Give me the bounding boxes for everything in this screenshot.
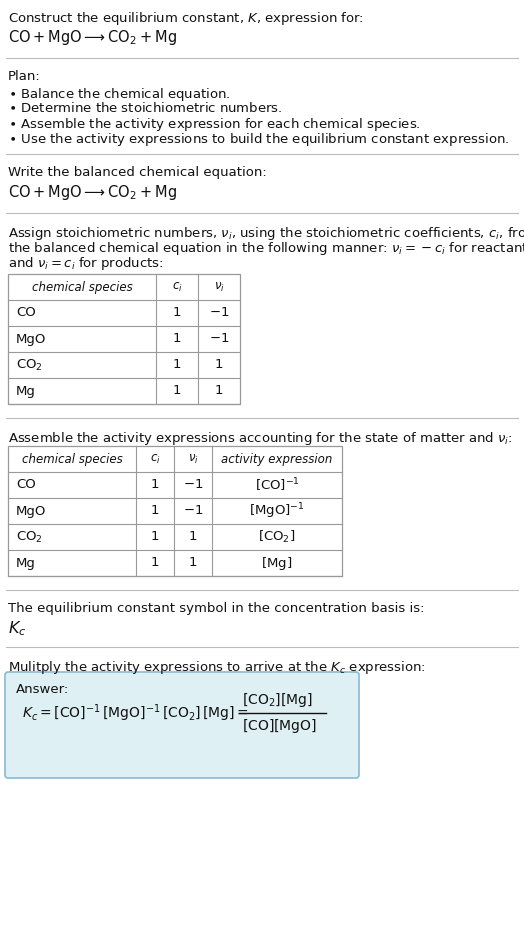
Text: $c_i$: $c_i$ (150, 453, 160, 466)
Text: Plan:: Plan: (8, 70, 41, 83)
Text: $\mathrm{CO + MgO} \longrightarrow \mathrm{CO_2 + Mg}$: $\mathrm{CO + MgO} \longrightarrow \math… (8, 183, 177, 202)
Text: $\bullet$ Use the activity expressions to build the equilibrium constant express: $\bullet$ Use the activity expressions t… (8, 131, 509, 148)
Text: $\mathrm{CO_2}$: $\mathrm{CO_2}$ (16, 357, 43, 372)
Text: 1: 1 (151, 505, 159, 518)
Text: $-1$: $-1$ (209, 306, 229, 320)
Text: Mulitply the activity expressions to arrive at the $K_c$ expression:: Mulitply the activity expressions to arr… (8, 659, 426, 676)
Text: Answer:: Answer: (16, 683, 69, 696)
Text: 1: 1 (173, 333, 181, 345)
Bar (8, 274, 240, 404)
Text: Mg: Mg (16, 385, 36, 398)
Text: chemical species: chemical species (31, 280, 133, 293)
Text: the balanced chemical equation in the following manner: $\nu_i = -c_i$ for react: the balanced chemical equation in the fo… (8, 240, 524, 257)
Text: 1: 1 (173, 306, 181, 320)
Text: 1: 1 (151, 556, 159, 570)
Text: activity expression: activity expression (221, 453, 333, 466)
Bar (8, 446, 342, 576)
Text: The equilibrium constant symbol in the concentration basis is:: The equilibrium constant symbol in the c… (8, 602, 424, 615)
Text: 1: 1 (151, 478, 159, 491)
Text: $K_c$: $K_c$ (8, 619, 26, 637)
Text: $-1$: $-1$ (183, 505, 203, 518)
FancyBboxPatch shape (5, 672, 359, 778)
Text: Assemble the activity expressions accounting for the state of matter and $\nu_i$: Assemble the activity expressions accoun… (8, 430, 512, 447)
Text: $c_i$: $c_i$ (172, 280, 182, 293)
Text: 1: 1 (173, 385, 181, 398)
Text: chemical species: chemical species (21, 453, 123, 466)
Text: CO: CO (16, 306, 36, 320)
Text: $[\mathrm{CO_2}]$: $[\mathrm{CO_2}]$ (258, 529, 296, 545)
Text: $\nu_i$: $\nu_i$ (188, 453, 199, 466)
Text: $\nu_i$: $\nu_i$ (214, 280, 224, 293)
Text: MgO: MgO (16, 505, 47, 518)
Text: $-1$: $-1$ (183, 478, 203, 491)
Text: $\mathrm{CO_2}$: $\mathrm{CO_2}$ (16, 529, 43, 544)
Text: $[\mathrm{CO}][\mathrm{MgO}]$: $[\mathrm{CO}][\mathrm{MgO}]$ (242, 717, 317, 735)
Text: and $\nu_i = c_i$ for products:: and $\nu_i = c_i$ for products: (8, 255, 163, 272)
Text: $\bullet$ Balance the chemical equation.: $\bullet$ Balance the chemical equation. (8, 86, 231, 103)
Text: 1: 1 (151, 531, 159, 543)
Text: $[\mathrm{CO}]^{-1}$: $[\mathrm{CO}]^{-1}$ (255, 476, 299, 494)
Text: $K_c = [\mathrm{CO}]^{-1}\,[\mathrm{MgO}]^{-1}\,[\mathrm{CO_2}]\,[\mathrm{Mg}] =: $K_c = [\mathrm{CO}]^{-1}\,[\mathrm{MgO}… (22, 703, 249, 724)
Text: $1$: $1$ (188, 556, 198, 570)
Text: $\bullet$ Determine the stoichiometric numbers.: $\bullet$ Determine the stoichiometric n… (8, 101, 282, 115)
Text: CO: CO (16, 478, 36, 491)
Text: Mg: Mg (16, 556, 36, 570)
Text: Write the balanced chemical equation:: Write the balanced chemical equation: (8, 166, 267, 179)
Text: $-1$: $-1$ (209, 333, 229, 345)
Text: $1$: $1$ (214, 385, 224, 398)
Text: Construct the equilibrium constant, $K$, expression for:: Construct the equilibrium constant, $K$,… (8, 10, 364, 27)
Text: 1: 1 (173, 358, 181, 372)
Text: $\bullet$ Assemble the activity expression for each chemical species.: $\bullet$ Assemble the activity expressi… (8, 116, 421, 133)
Text: $1$: $1$ (188, 531, 198, 543)
Text: $[\mathrm{MgO}]^{-1}$: $[\mathrm{MgO}]^{-1}$ (249, 501, 305, 521)
Text: $[\mathrm{Mg}]$: $[\mathrm{Mg}]$ (261, 554, 292, 571)
Text: MgO: MgO (16, 333, 47, 345)
Text: $[\mathrm{CO_2}][\mathrm{Mg}]$: $[\mathrm{CO_2}][\mathrm{Mg}]$ (242, 691, 313, 709)
Text: $1$: $1$ (214, 358, 224, 372)
Text: Assign stoichiometric numbers, $\nu_i$, using the stoichiometric coefficients, $: Assign stoichiometric numbers, $\nu_i$, … (8, 225, 524, 242)
Text: $\mathrm{CO + MgO} \longrightarrow \mathrm{CO_2 + Mg}$: $\mathrm{CO + MgO} \longrightarrow \math… (8, 28, 177, 47)
